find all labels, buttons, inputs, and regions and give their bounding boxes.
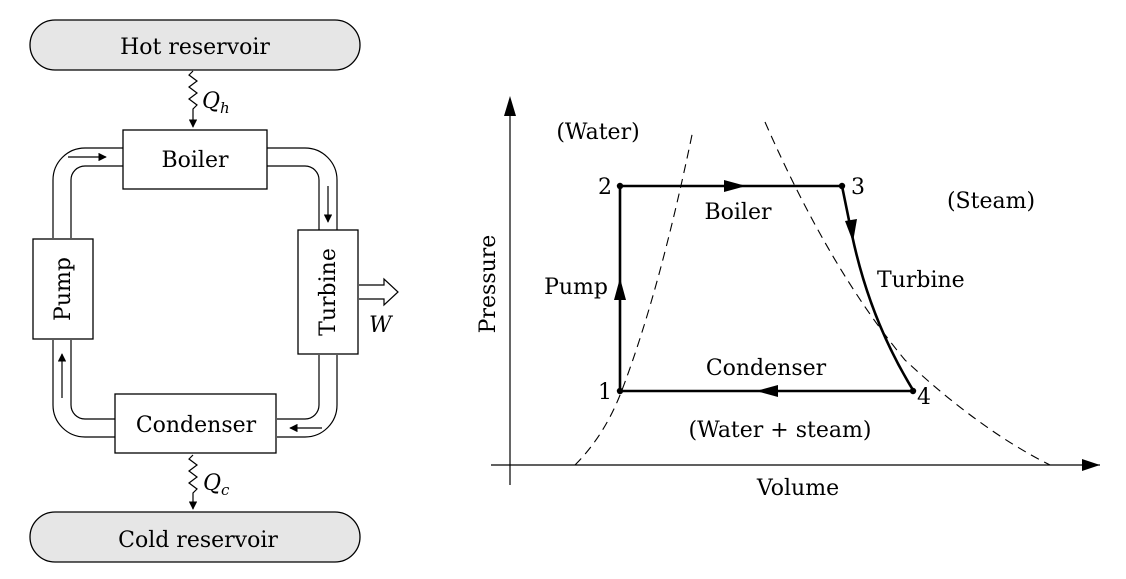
state-label-3: 3	[851, 175, 865, 200]
turbine-box: Turbine	[297, 229, 359, 355]
saturation-curves	[574, 121, 1051, 466]
boiler-label: Boiler	[161, 148, 229, 173]
mixture-region-label: (Water + steam)	[689, 418, 872, 443]
condenser-arrow	[756, 385, 778, 397]
turbine-process	[840, 185, 915, 391]
heat-in-label: Qh	[202, 89, 230, 117]
flow-arrows	[57, 152, 333, 433]
turbine-label: Turbine	[316, 248, 341, 336]
work-arrow: W	[359, 277, 399, 338]
state-label-4: 4	[917, 385, 931, 410]
state-point-4	[909, 387, 917, 395]
heat-out-arrow: Qc	[188, 454, 230, 510]
cycle-arrows	[614, 180, 857, 397]
state-point-2	[616, 182, 624, 190]
state-point-1	[616, 387, 624, 395]
hot-reservoir: Hot reservoir	[29, 19, 361, 71]
heat-out-label: Qc	[203, 471, 230, 499]
steam-region-label: (Steam)	[947, 189, 1035, 214]
work-label: W	[369, 313, 394, 338]
pump-box: Pump	[32, 238, 94, 340]
engine-schematic: Hot reservoir Cold reservoir Qh Qc	[29, 19, 399, 563]
state-point-3	[838, 182, 846, 190]
saturated-liquid-curve	[574, 129, 694, 466]
hot-reservoir-label: Hot reservoir	[120, 35, 270, 60]
pv-diagram: Volume Pressure 1 2 3	[476, 96, 1100, 501]
water-region-label: (Water)	[556, 120, 639, 145]
pump-arrow	[614, 278, 626, 300]
condenser-box: Condenser	[114, 393, 277, 454]
y-axis-label: Pressure	[476, 235, 501, 334]
turbine-arrow	[845, 219, 857, 242]
cold-reservoir-label: Cold reservoir	[118, 528, 278, 553]
pump-label: Pump	[51, 257, 76, 321]
saturated-vapor-curve	[764, 121, 1051, 466]
turbine-process-label: Turbine	[877, 268, 965, 293]
boiler-box: Boiler	[122, 129, 268, 190]
state-label-2: 2	[598, 175, 612, 200]
axes	[491, 96, 1100, 485]
condenser-label: Condenser	[136, 413, 257, 438]
cold-reservoir: Cold reservoir	[29, 511, 361, 563]
heat-in-arrow: Qh	[188, 70, 230, 128]
pump-process-label: Pump	[544, 275, 608, 300]
boiler-arrow	[724, 180, 746, 192]
boiler-process-label: Boiler	[704, 200, 772, 225]
condenser-process-label: Condenser	[706, 356, 827, 381]
state-points	[616, 182, 917, 395]
pipes	[52, 147, 338, 438]
x-axis-label: Volume	[756, 476, 839, 501]
state-label-1: 1	[598, 380, 612, 405]
